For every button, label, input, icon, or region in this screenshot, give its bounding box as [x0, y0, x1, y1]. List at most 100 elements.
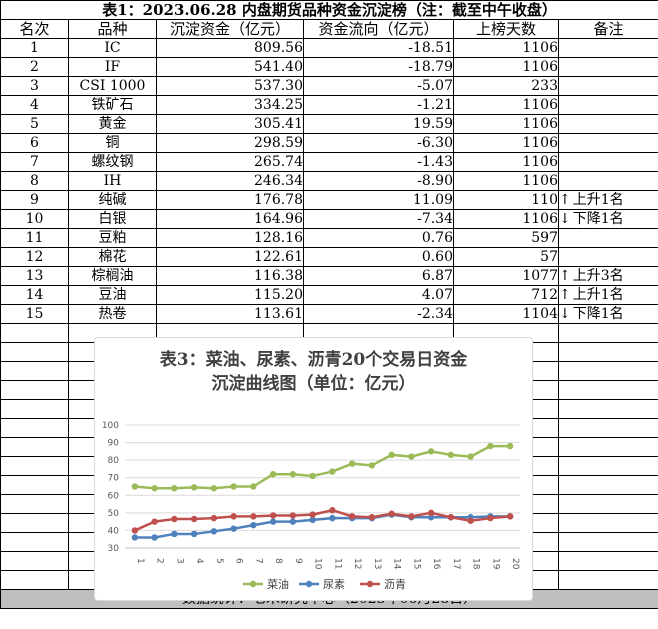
data-point — [171, 530, 178, 538]
table-title: 表1：2023.06.28 内盘期货品种资金沉淀榜（注：截至中午收盘） — [0, 0, 658, 20]
cell-days: 1106 — [453, 171, 559, 191]
data-point — [289, 518, 297, 525]
data-point — [506, 513, 514, 520]
data-point — [269, 518, 277, 525]
empty-cell — [0, 456, 69, 476]
table-row: 7 螺纹钢 265.74 -1.43 1106 — [0, 152, 658, 172]
cell-rank: 4 — [0, 95, 69, 115]
empty-cell — [0, 418, 69, 438]
table-row: 2 IF 541.40 -18.79 1106 — [0, 57, 658, 77]
x-tick-label: 2 — [155, 558, 165, 564]
cell-name: 热卷 — [68, 304, 157, 324]
data-point — [230, 513, 237, 520]
empty-cell — [0, 380, 69, 400]
cell-name: 豆粕 — [68, 228, 157, 248]
data-point — [230, 483, 237, 490]
cell-name: 纯碱 — [68, 190, 157, 210]
y-tick-label: 80 — [108, 456, 120, 466]
empty-cell — [557, 570, 658, 590]
cell-name: 螺纹钢 — [68, 152, 157, 172]
data-point — [447, 451, 455, 459]
data-point — [151, 518, 158, 525]
note-text: 下降1名 — [572, 306, 624, 322]
header-rank: 名次 — [0, 19, 69, 39]
legend-label: 菜油 — [267, 577, 289, 591]
chart-title: 表3：菜油、尿素、沥青20个交易日资金 沉淀曲线图（单位：亿元） — [95, 348, 532, 396]
cell-fund: 334.25 — [156, 95, 304, 115]
cell-fund: 164.96 — [156, 209, 304, 229]
cell-fund: 246.34 — [156, 171, 304, 191]
cell-name: 豆油 — [68, 285, 157, 305]
legend-label: 沥青 — [384, 578, 406, 591]
cell-name: 铁矿石 — [68, 95, 157, 115]
chart-title-line-1: 表3：菜油、尿素、沥青20个交易日资金 — [159, 350, 468, 370]
cell-note — [557, 133, 658, 153]
data-point — [467, 453, 474, 460]
empty-cell — [557, 418, 658, 438]
cell-rank: 13 — [0, 266, 69, 286]
cell-fund: 305.41 — [156, 114, 304, 134]
cell-rank: 12 — [0, 247, 69, 267]
empty-cell — [0, 551, 69, 571]
y-tick-label: 40 — [108, 526, 120, 536]
cell-flow: 19.59 — [303, 114, 454, 134]
data-point — [467, 517, 474, 524]
cell-fund: 115.20 — [156, 285, 304, 305]
cell-days: 1106 — [453, 133, 559, 153]
data-point — [329, 514, 336, 522]
data-point — [329, 468, 336, 475]
table-row: 15 热卷 113.61 -2.34 1104 ↓ 下降1名 — [0, 304, 658, 324]
data-point — [269, 512, 277, 519]
empty-cell — [0, 399, 69, 419]
data-point — [427, 509, 435, 517]
cell-name: 棕榈油 — [68, 266, 157, 286]
arrow-down-icon: ↓ — [559, 211, 571, 227]
data-point — [250, 513, 257, 520]
cell-note — [557, 171, 658, 191]
cell-rank: 6 — [0, 133, 69, 153]
cell-rank: 8 — [0, 171, 69, 191]
table-title-row: 表1：2023.06.28 内盘期货品种资金沉淀榜（注：截至中午收盘） — [0, 0, 658, 20]
data-point — [171, 485, 178, 492]
cell-note — [557, 228, 658, 248]
cell-days: 110 — [453, 190, 559, 210]
table-row: 8 IH 246.34 -8.90 1106 — [0, 171, 658, 191]
empty-cell — [557, 532, 658, 552]
data-point — [151, 485, 158, 492]
empty-cell — [557, 380, 658, 400]
note-text: 上升1名 — [572, 287, 624, 303]
cell-flow: -2.34 — [303, 304, 454, 324]
table-row: 3 CSI 1000 537.30 -5.07 233 — [0, 76, 658, 96]
x-tick-label: 15 — [411, 558, 421, 569]
header-note: 备注 — [557, 19, 658, 39]
empty-cell — [557, 513, 658, 533]
cell-fund: 176.78 — [156, 190, 304, 210]
arrow-down-icon: ↓ — [559, 306, 571, 322]
legend-marker — [305, 580, 313, 588]
data-point — [487, 514, 494, 522]
cell-flow: 6.87 — [303, 266, 454, 286]
x-tick-label: 20 — [510, 558, 520, 570]
cell-days: 1106 — [453, 209, 559, 229]
data-point — [309, 516, 316, 524]
cell-name: 白银 — [68, 209, 157, 229]
cell-days: 1077 — [453, 266, 559, 286]
header-fund: 沉淀资金（亿元） — [156, 19, 304, 39]
data-point — [427, 514, 435, 521]
data-point — [131, 534, 139, 541]
data-point — [190, 515, 198, 523]
cell-rank: 2 — [0, 57, 69, 77]
cell-flow: -1.21 — [303, 95, 454, 115]
cell-name: 铜 — [68, 133, 157, 153]
x-tick-label: 17 — [451, 558, 461, 569]
y-tick-label: 90 — [108, 439, 120, 449]
empty-cell — [0, 475, 69, 495]
x-tick-label: 12 — [352, 558, 362, 569]
table-row: 11 豆粕 128.16 0.76 597 — [0, 228, 658, 248]
arrow-up-icon: ↑ — [559, 268, 571, 284]
legend-label: 尿素 — [323, 578, 345, 591]
chart: 表3：菜油、尿素、沥青20个交易日资金 沉淀曲线图（单位：亿元） 30 40 50 6… — [94, 337, 533, 601]
x-tick-label: 16 — [431, 558, 441, 570]
cell-rank: 7 — [0, 152, 69, 172]
empty-cell — [0, 361, 69, 381]
